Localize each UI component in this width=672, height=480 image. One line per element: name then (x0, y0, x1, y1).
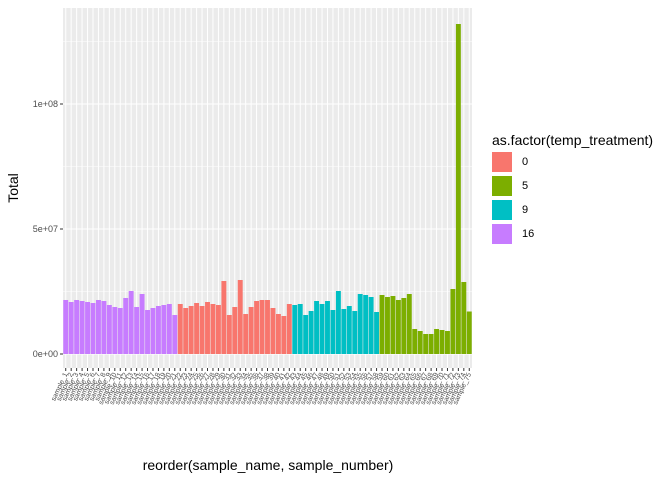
bar (221, 281, 227, 354)
legend-key (492, 200, 512, 220)
bar (215, 305, 221, 354)
bar (85, 302, 90, 354)
bar (161, 305, 167, 354)
bar (368, 297, 374, 354)
bar (90, 303, 96, 354)
bar (134, 307, 140, 354)
bar (281, 316, 287, 354)
x-axis-title: reorder(sample_name, sample_number) (143, 457, 394, 473)
bar (106, 305, 112, 354)
bar (145, 310, 150, 354)
legend-label: 9 (522, 204, 528, 216)
bar (417, 331, 423, 354)
bar (123, 298, 129, 354)
legend-key (492, 176, 512, 196)
bar (101, 301, 107, 354)
legend-label: 16 (522, 228, 534, 240)
bar (183, 308, 189, 354)
bar (385, 297, 390, 354)
bar (166, 304, 172, 354)
bar (297, 304, 303, 354)
bar (450, 289, 456, 354)
bar (155, 306, 161, 354)
bar (270, 308, 276, 354)
bar (319, 304, 325, 354)
bar (177, 304, 183, 354)
bar (172, 315, 178, 354)
bar (466, 311, 472, 354)
bar (139, 294, 145, 354)
bar (199, 306, 205, 354)
bar (68, 302, 74, 354)
bar (401, 298, 407, 354)
legend-key (492, 224, 512, 244)
bar (188, 306, 194, 354)
bar (292, 305, 298, 354)
bar (112, 307, 118, 354)
bar (374, 312, 380, 354)
bar (363, 295, 369, 354)
y-tick-label: 5e+07 (33, 224, 58, 234)
bar (95, 300, 101, 354)
bar (232, 307, 238, 354)
bar (346, 306, 352, 354)
bar (330, 310, 336, 354)
bar (461, 282, 467, 354)
bar (265, 300, 270, 354)
bar (341, 309, 347, 354)
bar (79, 301, 85, 354)
y-tick-label: 0e+00 (33, 349, 58, 359)
bar (428, 334, 434, 354)
bar (390, 296, 396, 354)
bar (314, 301, 320, 354)
bar (210, 304, 216, 354)
bar (237, 280, 243, 354)
bar (117, 308, 123, 354)
legend-title: as.factor(temp_treatment) (492, 132, 653, 148)
bar (352, 311, 358, 354)
bar (128, 291, 134, 354)
bar (412, 329, 418, 354)
bar (286, 304, 292, 354)
legend-key (492, 152, 512, 172)
bar (439, 330, 445, 354)
y-axis-title: Total (5, 173, 21, 203)
bar (150, 308, 156, 354)
bar (379, 295, 385, 354)
bar (445, 331, 450, 354)
bar (308, 311, 314, 354)
bar (205, 302, 210, 354)
bar (254, 301, 260, 354)
bar (243, 314, 249, 354)
bar (248, 307, 254, 354)
bar (63, 300, 69, 354)
bar (325, 301, 330, 354)
bar (406, 294, 412, 354)
legend-label: 5 (522, 180, 528, 192)
bar (74, 300, 80, 354)
bar (275, 314, 281, 354)
bar (259, 300, 265, 354)
bar (455, 24, 461, 354)
bar (395, 300, 401, 354)
bar (194, 303, 200, 354)
bar (335, 291, 341, 354)
bar (423, 334, 429, 354)
legend-label: 0 (522, 156, 528, 168)
bar (434, 329, 440, 354)
bar (226, 315, 232, 354)
bar (357, 294, 363, 354)
bar (303, 315, 309, 354)
y-tick-label: 1e+08 (33, 99, 58, 109)
